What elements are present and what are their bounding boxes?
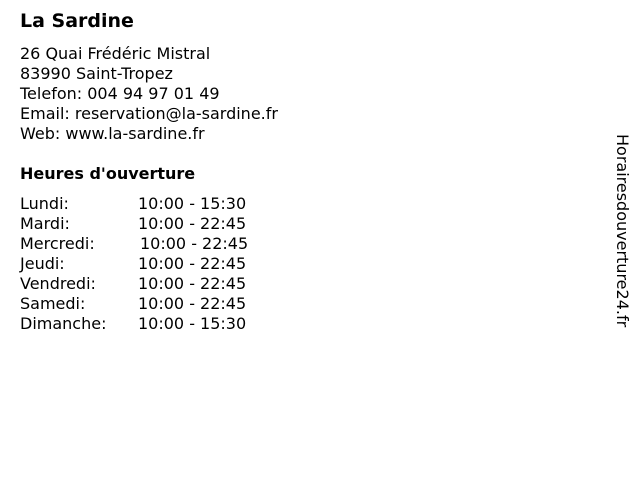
hours-heading: Heures d'ouverture — [20, 164, 196, 183]
time-range: 10:00 - 15:30 — [138, 314, 247, 333]
day-label: Mardi: — [20, 214, 70, 233]
contact-info: 26 Quai Frédéric Mistral 83990 Saint-Tro… — [20, 44, 278, 144]
hours-row: Jeudi: 10:00 - 22:45 — [20, 254, 248, 274]
street-address: 26 Quai Frédéric Mistral — [20, 44, 211, 63]
hours-row: Samedi: 10:00 - 22:45 — [20, 294, 248, 314]
time-range: 10:00 - 22:45 — [138, 294, 247, 313]
hours-row: Dimanche: 10:00 - 15:30 — [20, 314, 248, 334]
city-address: 83990 Saint-Tropez — [20, 64, 173, 83]
hours-row: Lundi: 10:00 - 15:30 — [20, 194, 248, 214]
phone: Telefon: 004 94 97 01 49 — [20, 84, 220, 103]
hours-table: Lundi: 10:00 - 15:30 Mardi: 10:00 - 22:45 … — [20, 194, 248, 334]
day-label: Jeudi: — [20, 254, 65, 273]
day-label: Vendredi: — [20, 274, 96, 293]
time-range: 10:00 - 22:45 — [138, 254, 247, 273]
time-range: 10:00 - 22:45 — [140, 234, 249, 253]
email: Email: reservation@la-sardine.fr — [20, 104, 278, 123]
day-label: Dimanche: — [20, 314, 107, 333]
time-range: 10:00 - 22:45 — [138, 214, 247, 233]
time-range: 10:00 - 15:30 — [138, 194, 247, 213]
hours-row: Mercredi: 10:00 - 22:45 — [20, 234, 248, 254]
business-name: La Sardine — [20, 10, 134, 32]
hours-row: Mardi: 10:00 - 22:45 — [20, 214, 248, 234]
hours-row: Vendredi: 10:00 - 22:45 — [20, 274, 248, 294]
day-label: Samedi: — [20, 294, 86, 313]
time-range: 10:00 - 22:45 — [138, 274, 247, 293]
day-label: Mercredi: — [20, 234, 95, 253]
day-label: Lundi: — [20, 194, 69, 213]
website: Web: www.la-sardine.fr — [20, 124, 205, 143]
watermark-text: Horairesdouverture24.fr — [613, 134, 632, 328]
